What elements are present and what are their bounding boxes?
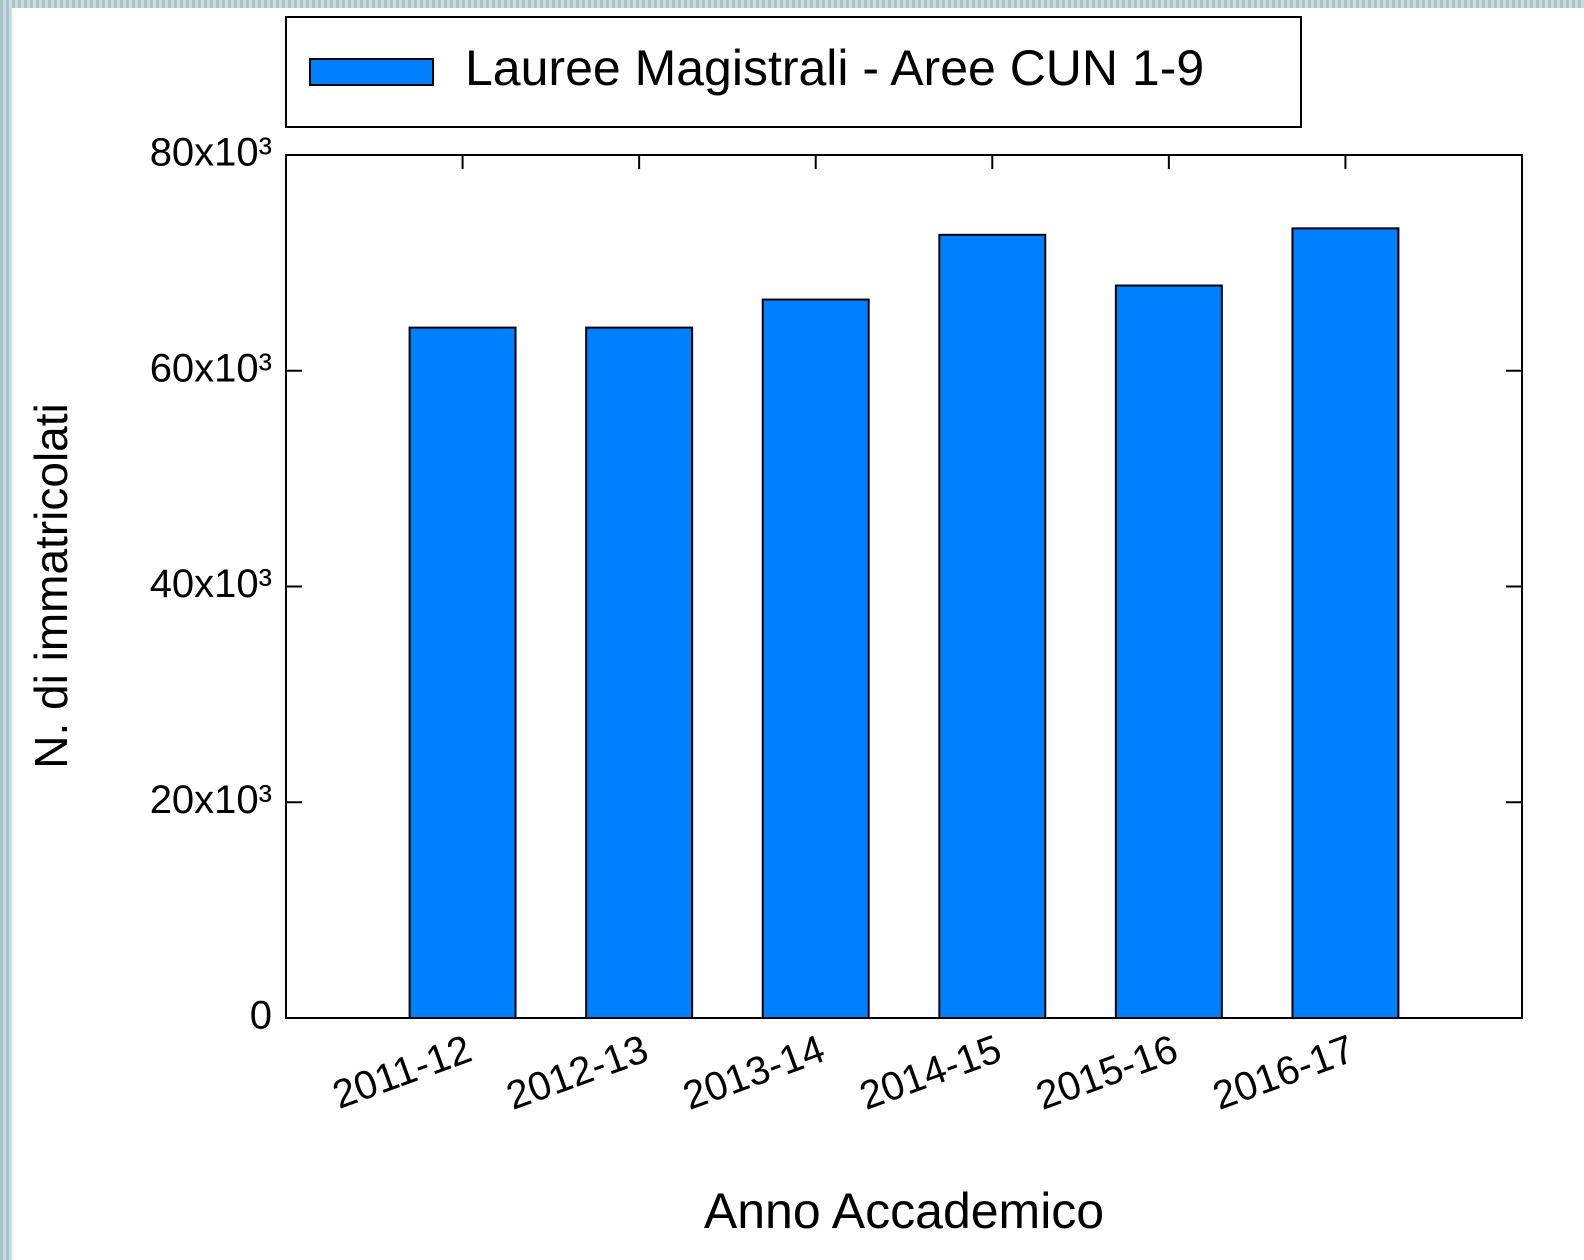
y-tick-label: 80x10³ — [150, 131, 272, 175]
y-tick-label: 60x10³ — [150, 346, 272, 390]
plot-frame — [285, 154, 1523, 1019]
x-axis-label: Anno Accademico — [704, 1183, 1104, 1239]
y-tick-label: 20x10³ — [150, 778, 272, 822]
bar — [585, 326, 694, 1020]
y-tick-label: 0 — [250, 994, 272, 1038]
bar — [1114, 284, 1223, 1019]
legend-box — [285, 16, 1302, 128]
y-axis-label: N. di immatricolati — [25, 403, 77, 769]
legend-label: Lauree Magistrali - Aree CUN 1-9 — [465, 40, 1204, 96]
bar — [1291, 227, 1400, 1020]
bar — [408, 326, 517, 1020]
y-tick-label: 40x10³ — [150, 562, 272, 606]
legend-swatch — [309, 58, 434, 86]
bar — [761, 298, 870, 1019]
bar — [938, 233, 1047, 1019]
